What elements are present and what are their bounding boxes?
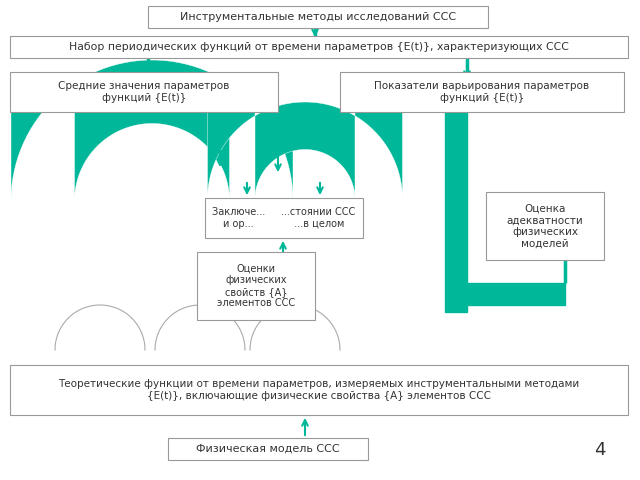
FancyBboxPatch shape [197, 252, 315, 320]
Text: 4: 4 [595, 441, 605, 459]
FancyBboxPatch shape [340, 72, 624, 112]
Text: Инструментальные методы исследований ССС: Инструментальные методы исследований ССС [180, 12, 456, 22]
FancyBboxPatch shape [10, 365, 628, 415]
FancyBboxPatch shape [148, 6, 488, 28]
FancyBboxPatch shape [168, 438, 368, 460]
Text: Теоретические функции от времени параметров, измеряемых инструментальными метода: Теоретические функции от времени парамет… [58, 379, 580, 401]
Text: Оценки
физических
свойств {A}
элементов ССС: Оценки физических свойств {A} элементов … [217, 264, 295, 309]
FancyBboxPatch shape [205, 198, 363, 238]
Polygon shape [207, 102, 403, 200]
Text: Набор периодических функций от времени параметров {E(t)}, характеризующих ССС: Набор периодических функций от времени п… [69, 42, 569, 52]
Text: Физическая модель ССС: Физическая модель ССС [196, 444, 340, 454]
Text: Оценка
адекватности
физических
моделей: Оценка адекватности физических моделей [507, 204, 584, 249]
FancyBboxPatch shape [486, 192, 604, 260]
Text: Средние значения параметров
функций {E(t)}: Средние значения параметров функций {E(t… [58, 81, 230, 103]
Text: Показатели варьирования параметров
функций {E(t)}: Показатели варьирования параметров функц… [374, 81, 589, 103]
FancyBboxPatch shape [10, 36, 628, 58]
Polygon shape [11, 60, 293, 201]
FancyBboxPatch shape [10, 72, 278, 112]
Text: Заключе...     ...стоянии ССС
и ор...             ...в целом: Заключе... ...стоянии ССС и ор... ...в ц… [212, 207, 356, 229]
